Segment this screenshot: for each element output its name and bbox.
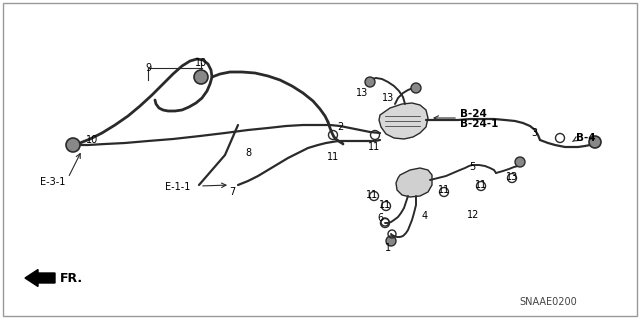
Text: 9: 9 [145, 63, 151, 73]
Text: 13: 13 [506, 172, 518, 182]
Text: 1: 1 [385, 243, 391, 253]
Text: 11: 11 [438, 185, 450, 195]
Text: 11: 11 [368, 142, 380, 152]
Text: SNAAE0200: SNAAE0200 [519, 297, 577, 307]
Circle shape [365, 77, 375, 87]
Text: 11: 11 [379, 200, 391, 210]
Text: FR.: FR. [60, 271, 83, 285]
Text: 11: 11 [475, 180, 487, 190]
Text: 13: 13 [382, 93, 394, 103]
Polygon shape [379, 103, 428, 139]
Text: 3: 3 [531, 128, 537, 138]
Text: 10: 10 [86, 135, 98, 145]
Text: B-24: B-24 [460, 109, 487, 119]
Text: 11: 11 [366, 190, 378, 200]
Circle shape [66, 138, 80, 152]
Circle shape [589, 136, 601, 148]
Text: 4: 4 [422, 211, 428, 221]
Text: B-24-1: B-24-1 [460, 119, 499, 129]
Text: 10: 10 [195, 58, 207, 68]
Polygon shape [396, 168, 432, 197]
Text: B-4: B-4 [576, 133, 596, 143]
Circle shape [411, 83, 421, 93]
Text: 13: 13 [356, 88, 368, 98]
Text: E-3-1: E-3-1 [40, 177, 65, 187]
Text: 6: 6 [377, 213, 383, 223]
FancyArrow shape [25, 270, 55, 286]
Circle shape [386, 236, 396, 246]
Circle shape [515, 157, 525, 167]
Circle shape [194, 70, 208, 84]
Text: 5: 5 [469, 162, 475, 172]
Text: 7: 7 [229, 187, 235, 197]
Text: 8: 8 [245, 148, 251, 158]
Text: 12: 12 [467, 210, 479, 220]
Text: 2: 2 [337, 122, 343, 132]
Text: 11: 11 [327, 152, 339, 162]
Text: E-1-1: E-1-1 [165, 182, 190, 192]
